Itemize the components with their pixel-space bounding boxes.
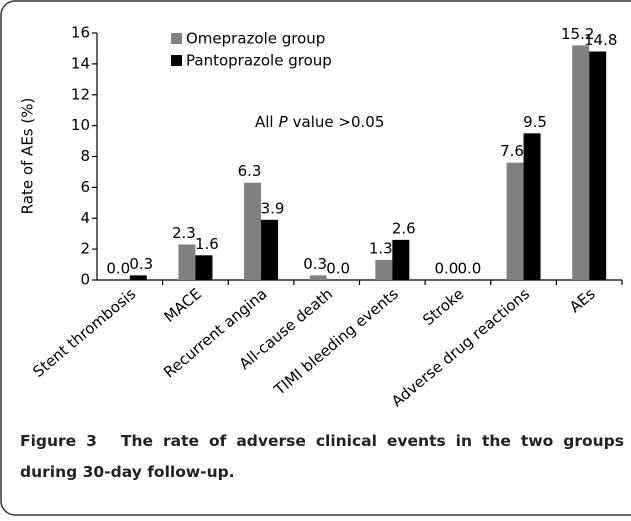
bar (523, 133, 541, 280)
y-tick-label: 12 (71, 85, 90, 103)
value-label: 9.5 (523, 113, 547, 131)
annotation-italic: P (279, 113, 289, 131)
caption: Figure 3 The rate of adverse clinical ev… (20, 426, 624, 488)
value-label: 0.0 (458, 260, 482, 278)
bar (195, 255, 213, 280)
bar (506, 162, 524, 280)
value-label: 3.9 (261, 199, 285, 217)
y-tick-label: 14 (71, 54, 90, 72)
value-label: 0.0 (106, 260, 130, 278)
value-label: 7.6 (500, 142, 524, 160)
value-label: 1.3 (369, 239, 393, 257)
x-tick-label: Stroke (419, 285, 467, 330)
value-label: 15.2 (561, 25, 594, 43)
value-label: 0.0 (435, 260, 459, 278)
x-tick-label: TIMI bleeding events (270, 285, 402, 400)
y-tick-label: 0 (80, 271, 90, 289)
value-label: 2.6 (392, 219, 416, 237)
legend-swatch (171, 55, 182, 66)
legend-swatch (171, 33, 182, 44)
bar (178, 244, 196, 280)
bar (392, 239, 410, 280)
bar (129, 275, 147, 280)
caption-label: Figure 3 (20, 432, 97, 450)
bar (375, 259, 393, 280)
y-tick-label: 6 (80, 178, 90, 196)
value-label: 0.3 (129, 255, 153, 273)
y-tick-label: 4 (80, 209, 90, 227)
y-tick-label: 2 (80, 240, 90, 258)
x-tick-label: Stent thrombosis (29, 285, 139, 381)
bar (261, 219, 279, 280)
value-label: 6.3 (238, 162, 262, 180)
y-tick-label: 10 (71, 116, 90, 134)
y-tick-label: 16 (71, 24, 90, 42)
bar (589, 51, 607, 281)
legend-label: Omeprazole group (186, 30, 325, 48)
y-tick-label: 8 (80, 147, 90, 165)
legend-label: Pantoprazole group (186, 52, 332, 70)
bar (244, 182, 262, 280)
annotation-text: value >0.05 (293, 113, 385, 131)
x-tick-label: AEs (566, 285, 599, 317)
value-label: 0.3 (303, 255, 327, 273)
value-label: 0.0 (326, 260, 350, 278)
bar (572, 45, 590, 280)
value-label: 1.6 (195, 235, 219, 253)
caption-text: The rate of adverse clinical events in t… (20, 432, 624, 481)
value-label: 2.3 (172, 224, 196, 242)
annotation-text: All (255, 113, 274, 131)
bar (309, 275, 327, 280)
y-axis-title: Rate of AEs (%) (19, 98, 37, 215)
value-label: 14.8 (584, 31, 617, 49)
x-tick-label: MACE (160, 285, 204, 326)
